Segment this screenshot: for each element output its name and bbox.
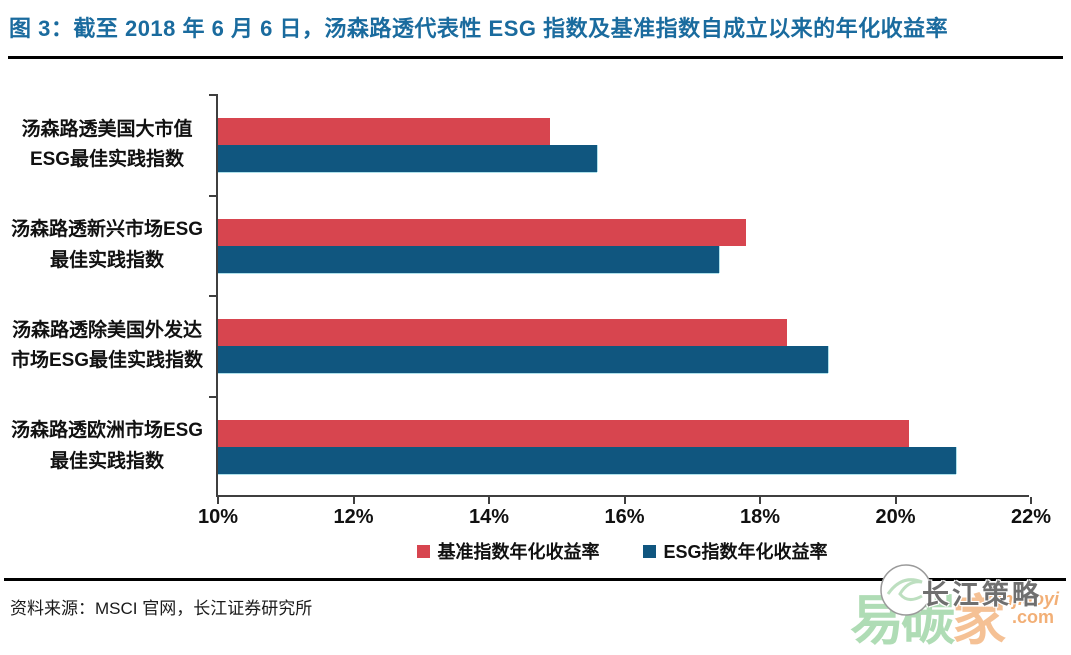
- x-axis-tick: [1030, 497, 1032, 504]
- category-label: 汤森路透新兴市场ESG最佳实践指数: [10, 219, 204, 271]
- x-axis-tick-label: 16%: [604, 506, 645, 528]
- bar-benchmark: [218, 319, 788, 346]
- bar-benchmark: [218, 118, 550, 145]
- category-label: 汤森路透欧洲市场ESG最佳实践指数: [10, 420, 204, 472]
- watermark: 易碳家 tanjiaoyi .com 长江策略: [830, 540, 1071, 651]
- y-axis-tick: [209, 295, 218, 297]
- x-axis-tick: [352, 497, 355, 504]
- legend-item-esg: ESG指数年化收益率: [643, 538, 828, 564]
- bar-esg: [218, 446, 957, 474]
- footer-divider-rule: [4, 578, 1066, 581]
- y-axis-tick: [209, 194, 218, 197]
- legend-swatch-icon: [643, 544, 657, 558]
- y-axis-tick: [209, 94, 218, 96]
- bar-chart-plot-area: 10% 12% 14% 16% 18% 20% 22%: [198, 94, 1051, 528]
- x-axis-tick: [488, 497, 490, 504]
- legend-swatch-icon: [417, 544, 431, 558]
- bar-esg: [218, 245, 720, 273]
- watermark-domain-name: tanjiaoyi: [986, 589, 1060, 609]
- legend-label: ESG指数年化收益率: [663, 542, 828, 562]
- title-divider-rule: [8, 56, 1063, 59]
- legend-item-benchmark: 基准指数年化收益率: [417, 538, 599, 564]
- watermark-domain-text: tanjiaoyi .com: [986, 590, 1059, 626]
- category-label: 汤森路透除美国外发达市场ESG最佳实践指数: [10, 319, 204, 372]
- x-axis-tick-label: 18%: [739, 506, 781, 528]
- bar-esg: [218, 145, 598, 172]
- x-axis-tick-label: 14%: [468, 506, 510, 528]
- y-axis-tick: [209, 395, 218, 398]
- watermark-overlay-text: 长江策略: [922, 580, 1042, 610]
- category-axis-labels: 汤森路透美国大市值ESG最佳实践指数 汤森路透新兴市场ESG最佳实践指数 汤森路透除…: [8, 95, 206, 497]
- bar-esg: [218, 346, 828, 373]
- x-axis-tick-label: 20%: [875, 506, 916, 528]
- chart-legend: 基准指数年化收益率 ESG指数年化收益率: [216, 538, 1029, 564]
- x-axis-tick: [759, 497, 761, 504]
- x-axis-tick-label: 12%: [333, 506, 374, 528]
- x-axis-tick-label: 22%: [1010, 506, 1052, 528]
- bar-benchmark: [218, 218, 747, 246]
- x-axis-tick-label: 10%: [197, 506, 239, 528]
- x-axis-tick: [217, 497, 219, 504]
- x-axis-tick: [623, 497, 626, 504]
- category-label: 汤森路透美国大市值ESG最佳实践指数: [21, 118, 193, 171]
- bar-benchmark: [218, 419, 910, 447]
- source-note: 资料来源：MSCI 官网，长江证券研究所: [10, 599, 313, 618]
- watermark-domain-tld: .com: [1012, 607, 1055, 627]
- x-axis-tick: [894, 497, 897, 504]
- legend-label: 基准指数年化收益率: [437, 542, 600, 562]
- figure-title: 图 3：截至 2018 年 6 月 6 日，汤森路透代表性 ESG 指数及基准指…: [9, 16, 949, 41]
- watermark-circle-logo-icon: [880, 564, 932, 616]
